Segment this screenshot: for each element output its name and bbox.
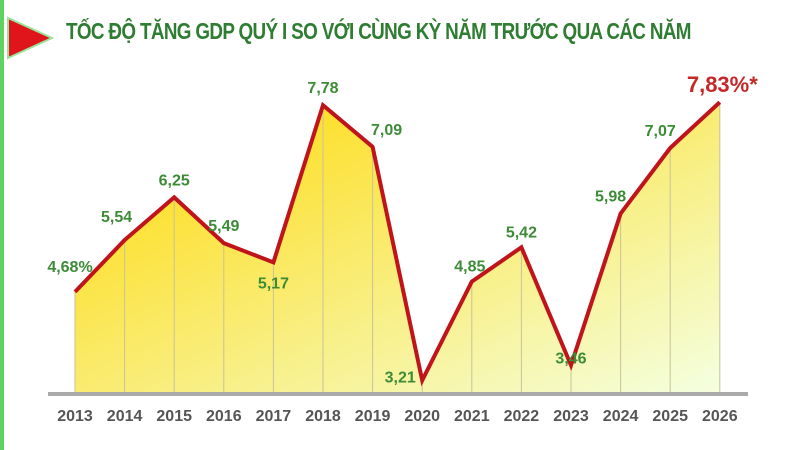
data-label: 7,09 xyxy=(371,122,402,139)
x-tick-label: 2017 xyxy=(256,408,292,425)
x-tick-label: 2013 xyxy=(57,408,93,425)
data-label: 4,85 xyxy=(454,259,485,276)
area-fill xyxy=(75,102,720,393)
title-arrow-icon xyxy=(7,16,55,60)
x-tick-label: 2016 xyxy=(206,408,242,425)
data-label: 5,17 xyxy=(258,275,289,292)
x-tick-label: 2019 xyxy=(355,408,391,425)
data-label: 7,83%* xyxy=(687,72,758,97)
data-label: 5,49 xyxy=(208,218,239,235)
x-tick-label: 2015 xyxy=(156,408,192,425)
data-label: 7,07 xyxy=(645,123,676,140)
chart-title: TỐC ĐỘ TĂNG GDP QUÝ I SO VỚI CÙNG KỲ NĂM… xyxy=(66,18,691,44)
x-tick-label: 2026 xyxy=(702,408,738,425)
data-label: 6,25 xyxy=(159,172,190,189)
x-tick-label: 2014 xyxy=(107,408,143,425)
data-label: 3,21 xyxy=(385,369,416,386)
data-label: 5,54 xyxy=(101,209,132,226)
x-tick-label: 2025 xyxy=(652,408,688,425)
data-label: 7,78 xyxy=(307,80,338,97)
x-tick-label: 2023 xyxy=(553,408,589,425)
x-tick-label: 2024 xyxy=(603,408,639,425)
x-tick-label: 2021 xyxy=(454,408,490,425)
data-label: 5,42 xyxy=(506,224,537,241)
data-label: 5,98 xyxy=(595,189,626,206)
data-label: 4,68% xyxy=(47,259,92,276)
data-label: 3,46 xyxy=(555,350,586,367)
x-tick-label: 2022 xyxy=(504,408,540,425)
series-line xyxy=(73,100,722,387)
x-tick-label: 2018 xyxy=(305,408,341,425)
x-tick-label: 2020 xyxy=(404,408,440,425)
